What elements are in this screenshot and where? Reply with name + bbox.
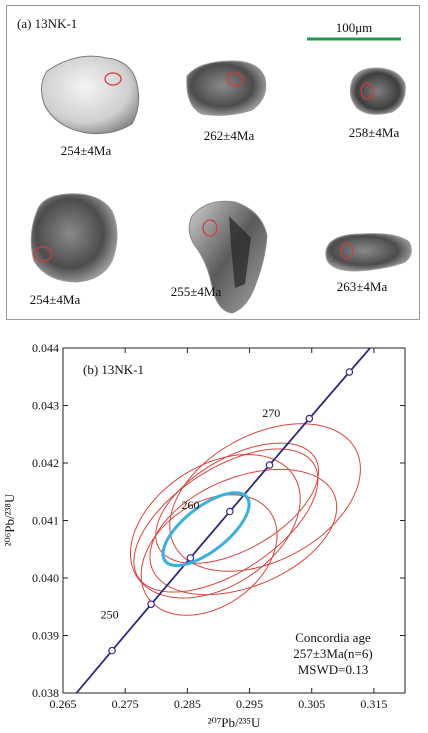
zircon-grain-5	[188, 200, 268, 314]
grain-age-label: 258±4Ma	[349, 125, 400, 140]
error-ellipse	[149, 468, 338, 596]
x-tick-label: 0.295	[236, 697, 263, 711]
plot-frame	[62, 347, 406, 694]
error-ellipse	[133, 448, 319, 593]
concordia-chart: 0.265 0.275 0.285 0.295 0.305 0.315 0.038 0.039…	[2, 341, 406, 730]
concordia-age-label: 260	[181, 498, 199, 512]
analysis-spot	[340, 242, 354, 260]
analysis-spot	[202, 219, 218, 237]
zircon-cl-image: (a) 13NK-1 100μm 254±4Ma 262±4Ma 258±4Ma…	[17, 16, 412, 314]
mean-age-ellipse	[163, 493, 249, 566]
chart-title: (b) 13NK-1	[83, 362, 144, 377]
y-tick-label: 0.039	[32, 629, 59, 643]
x-tick-label: 0.275	[112, 697, 139, 711]
y-tick-label: 0.038	[32, 686, 59, 700]
error-ellipse	[155, 442, 319, 564]
annotation-line-2: 257±3Ma(n=6)	[293, 646, 372, 661]
error-ellipse	[169, 423, 361, 572]
analysis-spot	[226, 72, 244, 86]
y-tick-label: 0.041	[32, 514, 59, 528]
x-axis-label: ²⁰⁷Pb/²³⁵U	[208, 715, 261, 730]
grain-age-label: 263±4Ma	[337, 279, 388, 294]
zircon-cl-image-panel: (a) 13NK-1 100μm 254±4Ma 262±4Ma 258±4Ma…	[6, 5, 420, 320]
concordia-age-marker	[108, 646, 116, 655]
zircon-grain-4	[30, 193, 118, 283]
concordia-age-marker	[147, 600, 155, 609]
x-tick-label: 0.265	[50, 697, 77, 711]
grain-age-label: 262±4Ma	[204, 128, 255, 143]
zircon-grain-3	[349, 67, 406, 115]
scale-bar-label: 100μm	[336, 20, 373, 35]
zircon-grain-1	[41, 55, 140, 135]
x-tick-label: 0.315	[360, 697, 387, 711]
grain-age-label: 254±4Ma	[30, 292, 81, 307]
mean-age-ellipse	[161, 491, 251, 567]
mean-age-ellipse	[162, 492, 250, 567]
analysis-spot	[360, 82, 374, 100]
analysis-spot	[33, 246, 53, 262]
annotation-line-1: Concordia age	[295, 630, 371, 645]
concordia-age-marker	[265, 461, 274, 469]
concordia-age-label: 270	[262, 406, 280, 420]
x-tick-label: 0.285	[174, 697, 201, 711]
analysis-spot	[104, 72, 122, 86]
concordia-diagram-panel: 0.265 0.275 0.285 0.295 0.305 0.315 0.038 0.039…	[0, 326, 428, 733]
y-tick-label: 0.040	[32, 571, 59, 585]
annotation-line-3: MSWD=0.13	[298, 662, 369, 677]
concordia-age-marker	[186, 554, 195, 562]
y-tick-label: 0.044	[32, 341, 59, 355]
y-tick-label: 0.043	[32, 399, 59, 413]
grain-age-label: 255±4Ma	[171, 284, 222, 299]
x-tick-label: 0.305	[298, 697, 325, 711]
concordia-age-marker	[305, 414, 314, 423]
grain-age-label: 254±4Ma	[61, 143, 112, 158]
zircon-grain-6	[325, 233, 412, 272]
zircon-grain-2	[186, 60, 267, 116]
y-axis-label: ²⁰⁶Pb/²³⁸U	[2, 493, 17, 546]
panel-a-title: (a) 13NK-1	[17, 16, 77, 31]
concordia-age-marker	[226, 507, 234, 516]
y-tick-label: 0.042	[32, 456, 59, 470]
concordia-age-label: 250	[101, 607, 119, 621]
concordia-age-marker	[345, 368, 354, 376]
